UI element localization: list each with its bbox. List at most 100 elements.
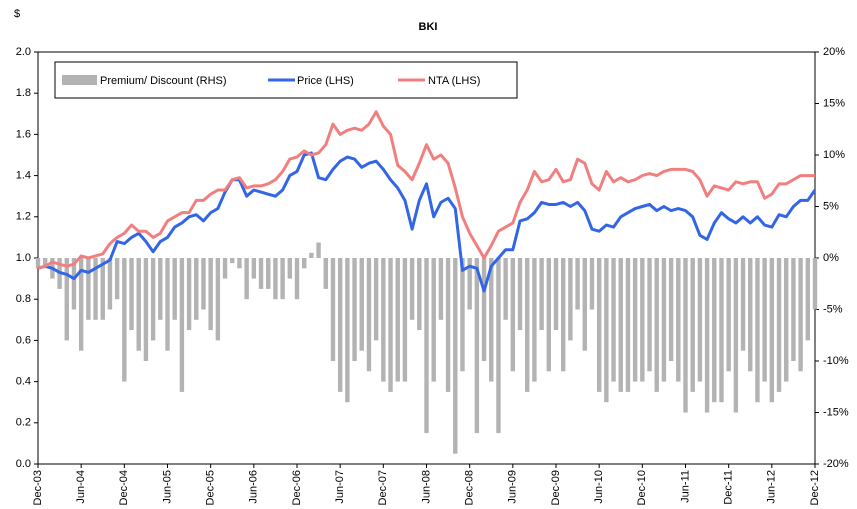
y-tick-label: 0.8: [16, 293, 31, 305]
bar: [618, 258, 623, 392]
bar: [431, 258, 436, 382]
bar: [784, 258, 789, 382]
bar: [172, 258, 177, 320]
line: [37, 151, 817, 293]
legend-label: Price (LHS): [297, 75, 354, 87]
y2-tick-label: 0%: [823, 252, 839, 264]
bar: [812, 258, 818, 310]
bar: [158, 258, 163, 320]
bar: [366, 258, 372, 372]
bar: [409, 258, 415, 320]
bar: [64, 258, 69, 341]
x-tick-label: Dec-11: [723, 470, 735, 505]
x-tick-label: Dec-03: [32, 470, 44, 505]
y-tick-label: 1.6: [16, 128, 31, 140]
bar: [215, 258, 221, 341]
bar: [474, 258, 480, 434]
x-tick-label: Dec-12: [809, 470, 821, 505]
x-tick-label: Dec-06: [291, 470, 303, 505]
bar: [481, 258, 487, 361]
bar: [71, 258, 77, 310]
bar: [776, 258, 782, 392]
legend-label: NTA (LHS): [428, 75, 480, 87]
bar: [748, 258, 753, 372]
bar: [301, 258, 307, 269]
y2-tick-label: 15%: [823, 97, 845, 109]
bar: [632, 258, 638, 382]
y2-tick-label: 10%: [823, 149, 845, 161]
bar: [625, 258, 631, 392]
x-tick-label: Dec-05: [205, 470, 217, 505]
bar: [805, 258, 811, 341]
y-tick-label: 2.0: [16, 46, 31, 58]
x-tick-label: Jun-09: [507, 470, 519, 504]
bar: [244, 258, 249, 300]
bar: [114, 258, 120, 300]
bar: [179, 258, 185, 392]
bar: [496, 258, 501, 434]
bar: [467, 258, 472, 310]
bar: [640, 258, 645, 382]
bar: [517, 258, 523, 331]
bar: [251, 258, 257, 279]
bar: [683, 258, 688, 413]
x-tick-label: Jun-04: [75, 470, 87, 504]
y-tick-label: 0.4: [16, 376, 31, 388]
bar: [424, 258, 429, 434]
bar: [93, 258, 98, 320]
bar: [352, 258, 357, 361]
y-tick-label: 0.0: [16, 458, 31, 470]
bar: [230, 258, 235, 264]
bar: [604, 258, 609, 403]
y2-tick-label: -20%: [823, 458, 849, 470]
bar: [222, 258, 228, 279]
bar: [359, 258, 364, 351]
bar: [453, 258, 458, 454]
bar: [86, 258, 91, 320]
bar: [136, 258, 141, 351]
bar: [704, 258, 710, 413]
bar: [417, 258, 422, 331]
bar: [762, 258, 767, 382]
bar: [532, 258, 537, 382]
x-tick-label: Jun-10: [593, 470, 605, 504]
bar: [402, 258, 408, 382]
x-tick-label: Dec-07: [377, 470, 389, 505]
bar: [445, 258, 451, 392]
x-tick-label: Dec-04: [118, 470, 130, 505]
bar: [438, 258, 444, 320]
bar: [273, 258, 278, 300]
bar: [647, 258, 652, 372]
bar: [237, 258, 242, 269]
bar: [35, 258, 41, 269]
bar: [129, 258, 134, 331]
bar: [676, 258, 681, 382]
bar: [712, 258, 717, 403]
bar: [78, 258, 84, 351]
bar: [755, 258, 760, 403]
bar: [575, 258, 580, 310]
bar: [316, 242, 321, 258]
bar: [546, 258, 552, 372]
bar: [596, 258, 602, 392]
bar: [726, 258, 731, 372]
bar: [560, 258, 566, 372]
y-tick-label: 0.6: [16, 334, 31, 346]
x-tick-label: Jun-07: [334, 470, 346, 504]
bar: [611, 258, 616, 382]
bar: [791, 258, 796, 361]
bar: [186, 258, 192, 331]
bar: [373, 258, 379, 341]
bar: [122, 258, 127, 382]
bar: [100, 258, 105, 320]
bar: [589, 258, 595, 310]
legend-label: Premium/ Discount (RHS): [100, 75, 227, 87]
y2-tick-label: -10%: [823, 355, 849, 367]
bar: [553, 258, 559, 331]
bar: [654, 258, 659, 392]
chart-title: BKI: [419, 21, 438, 33]
x-tick-label: Dec-09: [550, 470, 562, 505]
bar: [388, 258, 393, 392]
y-tick-label: 1.2: [16, 211, 31, 223]
